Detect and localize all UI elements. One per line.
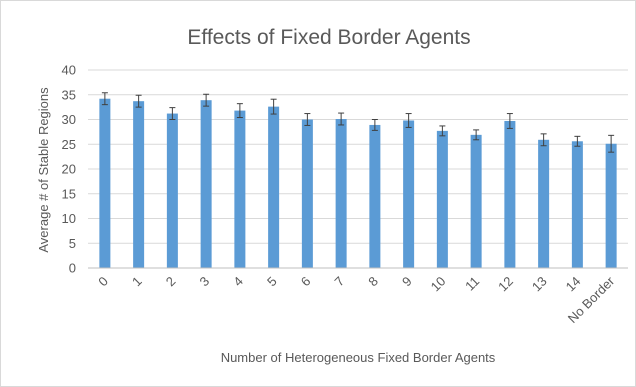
chart-title: Effects of Fixed Border Agents bbox=[187, 26, 470, 49]
x-tick-label: 7 bbox=[332, 274, 348, 290]
error-bar bbox=[574, 135, 581, 147]
y-tick-label: 30 bbox=[62, 112, 76, 127]
y-tick-label: 35 bbox=[62, 87, 76, 102]
error-bar bbox=[135, 94, 142, 108]
error-bar bbox=[338, 112, 345, 126]
bar bbox=[504, 120, 516, 268]
y-tick-label: 10 bbox=[62, 211, 76, 226]
bar bbox=[470, 134, 482, 268]
y-tick-label: 20 bbox=[62, 162, 76, 177]
bar bbox=[369, 124, 381, 268]
error-bar bbox=[608, 134, 615, 153]
error-bar bbox=[540, 133, 547, 147]
bar bbox=[301, 119, 313, 268]
bar bbox=[268, 106, 280, 268]
y-tick-labels: 0 5 10 15 20 25 30 35 40 bbox=[62, 63, 76, 276]
x-tick-label: 8 bbox=[365, 274, 381, 290]
bar bbox=[133, 101, 145, 268]
x-tick-label: 11 bbox=[462, 274, 482, 294]
y-axis-title: Average # of Stable Regions bbox=[36, 87, 51, 253]
bar bbox=[166, 113, 178, 268]
error-bar bbox=[473, 129, 480, 141]
bar bbox=[99, 98, 111, 269]
bar bbox=[403, 120, 415, 269]
error-bar bbox=[506, 113, 513, 129]
bar bbox=[605, 143, 617, 268]
error-bar bbox=[304, 113, 311, 126]
x-tick-label: 0 bbox=[95, 274, 111, 290]
x-tick-label: 3 bbox=[197, 274, 213, 290]
x-tick-label: 13 bbox=[529, 274, 550, 295]
y-tick-label: 5 bbox=[69, 236, 76, 251]
x-tick-label: 14 bbox=[563, 274, 584, 295]
error-bar bbox=[169, 107, 176, 120]
x-tick-label: 4 bbox=[230, 274, 246, 290]
x-tick-label: 2 bbox=[163, 274, 179, 290]
y-tick-label: 0 bbox=[69, 261, 76, 276]
bar bbox=[200, 100, 212, 268]
error-bar bbox=[439, 125, 446, 137]
bar bbox=[436, 130, 448, 268]
error-bar bbox=[203, 93, 210, 107]
error-bars bbox=[101, 92, 615, 153]
y-tick-label: 40 bbox=[62, 63, 76, 78]
error-bar bbox=[371, 119, 378, 131]
y-tick-label: 15 bbox=[62, 186, 76, 201]
error-bar bbox=[405, 113, 412, 128]
bar bbox=[538, 139, 550, 268]
bar bbox=[571, 141, 583, 268]
grid-lines bbox=[88, 69, 628, 244]
x-tick-label: 9 bbox=[399, 274, 415, 290]
error-bar bbox=[270, 98, 277, 115]
x-tick-label: 10 bbox=[428, 274, 449, 295]
bar bbox=[234, 110, 246, 268]
x-tick-label: 5 bbox=[264, 274, 280, 290]
error-bar bbox=[101, 92, 108, 106]
x-tick-label: 12 bbox=[495, 274, 516, 295]
x-tick-label: 6 bbox=[298, 274, 314, 290]
y-tick-label: 25 bbox=[62, 137, 76, 152]
x-tick-label: 1 bbox=[129, 274, 145, 290]
x-axis-title: Number of Heterogeneous Fixed Border Age… bbox=[221, 350, 496, 365]
bar bbox=[335, 119, 347, 268]
error-bar bbox=[236, 103, 243, 119]
bars bbox=[99, 98, 617, 269]
